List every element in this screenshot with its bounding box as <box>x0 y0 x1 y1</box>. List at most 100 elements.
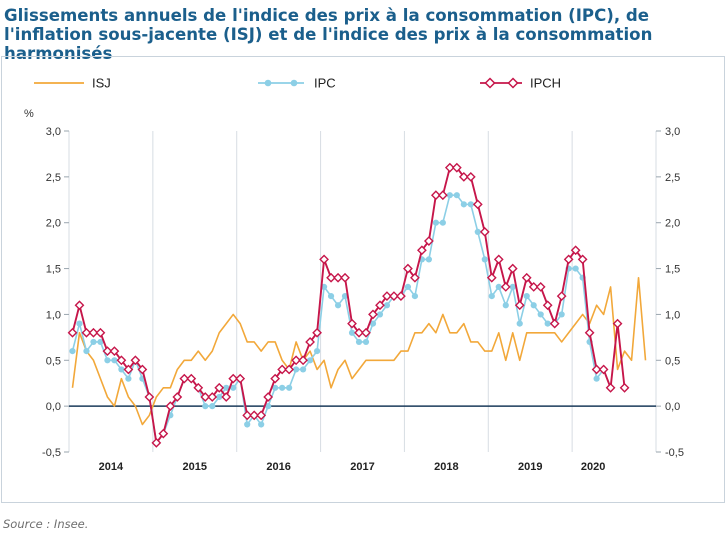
series-ipch <box>67 162 630 448</box>
data-point-ipch <box>200 392 211 402</box>
data-point-ipch <box>570 245 581 256</box>
data-point-ipch <box>144 392 155 402</box>
data-point-ipch <box>130 355 141 366</box>
data-point-ipch <box>151 437 162 448</box>
data-point-ipch <box>437 190 448 201</box>
data-point-ipc <box>495 283 502 291</box>
data-point-ipch <box>333 272 343 283</box>
y-tick-label-right: 0,5 <box>665 355 680 367</box>
data-point-ipch <box>319 254 329 265</box>
data-point-ipch <box>242 410 253 421</box>
data-point-ipch <box>423 236 434 246</box>
data-point-ipch <box>207 392 218 402</box>
legend-ipch-marker <box>507 77 519 89</box>
y-tick-label-right: -0,5 <box>665 447 684 459</box>
data-point-ipch <box>563 254 574 265</box>
data-point-ipc <box>265 403 272 410</box>
legend-item-ipch[interactable]: IPCH <box>480 76 561 91</box>
plot-area: 3,0 3,0 2,5 2,5 2,0 2,0 1,5 1,5 1,0 1,0 0,5 0,5 0,0 0… <box>42 126 684 473</box>
data-point-ipc <box>90 338 97 346</box>
legend-item-ipc[interactable]: IPC <box>258 76 336 91</box>
legend-ipc-marker <box>264 79 272 87</box>
data-point-ipc <box>432 219 439 226</box>
y-tick-label-left: 2,0 <box>46 218 61 230</box>
data-point-ipch <box>67 327 78 338</box>
data-point-ipch <box>507 263 518 274</box>
data-point-ipc <box>537 311 544 318</box>
data-point-ipc <box>272 384 279 391</box>
data-point-ipc <box>306 357 314 364</box>
data-point-ipch <box>298 355 308 366</box>
data-point-ipch <box>612 318 623 329</box>
legend-ipch-label: IPCH <box>530 76 561 91</box>
data-point-ipch <box>619 382 630 393</box>
data-point-ipc <box>286 384 293 391</box>
data-point-ipch <box>277 364 288 375</box>
y-tick-label-right: 0,0 <box>665 401 680 413</box>
data-point-ipc <box>244 421 251 428</box>
y-tick-label-left: 1,0 <box>46 309 61 321</box>
data-point-ipch <box>486 272 497 283</box>
chart-title: Glissements annuels de l'indice des prix… <box>4 6 653 63</box>
x-tick-label-year: 2020 <box>581 461 605 473</box>
data-point-ipch <box>444 162 455 173</box>
data-point-ipch <box>410 272 420 283</box>
data-point-ipch <box>228 373 239 384</box>
data-point-ipch <box>305 337 315 347</box>
y-tick-label-left: 2,5 <box>46 172 61 184</box>
data-point-ipch <box>514 300 525 311</box>
data-point-ipc <box>69 348 76 355</box>
x-tick-label-year: 2016 <box>266 461 290 473</box>
data-point-ipc <box>411 292 419 300</box>
data-point-ipc <box>446 192 453 199</box>
data-point-ipch <box>179 373 190 384</box>
data-point-ipc <box>474 228 481 235</box>
y-tick-label-right: 1,0 <box>665 309 680 321</box>
data-point-ipch <box>123 364 134 375</box>
data-point-ipc <box>509 283 516 291</box>
data-point-ipc <box>502 302 509 309</box>
data-point-ipch <box>389 291 399 301</box>
data-point-ipch <box>354 327 364 338</box>
data-point-ipc <box>425 256 432 263</box>
y-tick-label-right: 3,0 <box>665 126 680 138</box>
data-point-ipch <box>403 263 413 274</box>
data-point-ipc <box>516 320 523 327</box>
data-point-ipc <box>355 338 363 346</box>
data-point-ipc <box>460 201 467 208</box>
data-point-ipc <box>83 348 90 355</box>
data-point-ipch <box>493 254 504 265</box>
x-tick-label-year: 2018 <box>434 461 458 473</box>
data-point-ipc <box>76 320 83 327</box>
data-point-ipch <box>591 364 602 375</box>
source-note: Source : Insee. <box>3 517 89 531</box>
data-point-ipch <box>116 355 127 366</box>
data-point-ipch <box>284 364 295 375</box>
data-point-ipch <box>451 162 462 173</box>
data-point-ipc <box>327 292 335 300</box>
data-point-ipch <box>458 171 469 182</box>
data-point-ipch <box>430 190 441 201</box>
data-point-ipc <box>369 320 377 327</box>
legend-item-isj[interactable]: ISJ <box>34 76 111 91</box>
data-point-ipc <box>118 366 125 373</box>
data-point-ipch <box>549 318 560 329</box>
data-point-ipc <box>230 384 237 391</box>
y-tick-label-left: 3,0 <box>46 126 61 138</box>
data-point-ipc <box>348 329 356 336</box>
data-point-ipch <box>326 272 336 283</box>
data-point-ipch <box>340 272 350 283</box>
data-point-ipch <box>95 327 106 338</box>
data-point-ipch <box>270 373 281 384</box>
data-point-ipch <box>109 346 120 357</box>
data-point-ipch <box>556 291 567 301</box>
data-point-ipc <box>383 302 391 309</box>
data-point-ipc <box>293 366 300 373</box>
data-point-ipc <box>467 201 474 208</box>
data-point-ipch <box>102 346 113 357</box>
data-point-ipch <box>186 373 197 384</box>
data-point-ipc <box>376 311 384 318</box>
x-tick-label-year: 2017 <box>350 461 374 473</box>
data-point-ipc <box>404 283 412 291</box>
data-point-ipc <box>530 302 537 309</box>
